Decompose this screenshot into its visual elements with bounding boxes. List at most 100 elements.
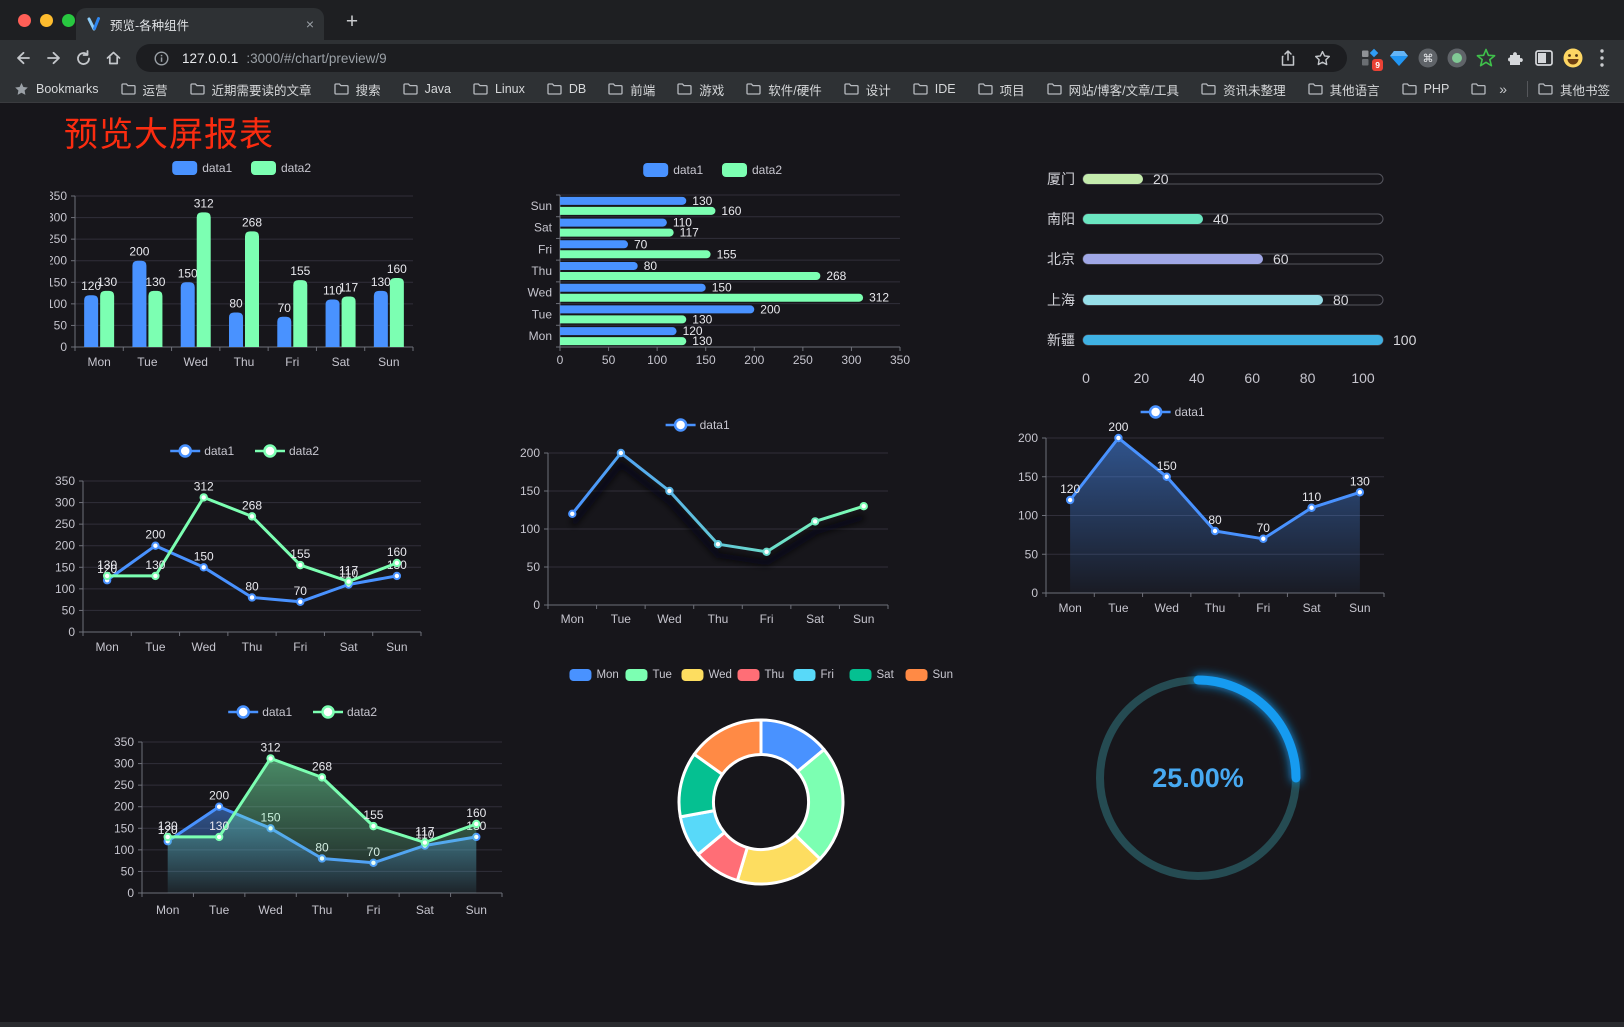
legend-item-data2[interactable]: data2: [313, 705, 377, 719]
legend-item-Wed[interactable]: Wed: [681, 669, 732, 681]
share-icon[interactable]: [1275, 45, 1301, 71]
legend-item-data1[interactable]: data1: [172, 161, 233, 175]
bookmark-folder-label: 前端: [630, 83, 656, 98]
pie-slice-Sun[interactable]: [692, 718, 763, 776]
dual-area-line-chart[interactable]: data1 data2 0 50 100 150 200 250 300 350 Mon Tue Wed…: [105, 675, 525, 925]
line-series-data1[interactable]: [568, 448, 868, 566]
browser-tab[interactable]: 预览-各种组件 ×: [76, 8, 324, 40]
progress-row-厦门[interactable]: 厦门 20: [1047, 171, 1384, 187]
side-panel-icon[interactable]: [1529, 44, 1558, 72]
legend-item-data1[interactable]: data1: [228, 705, 293, 719]
extension-record-icon[interactable]: [1442, 44, 1471, 72]
dual-line-chart[interactable]: data1 data2 0 50 100 150 200 250 300 350 Mon Tue Wed…: [45, 425, 465, 660]
bookmark-folder[interactable]: PHP: [1401, 80, 1450, 99]
window-zoom-button[interactable]: [62, 14, 75, 27]
bookmark-star-icon[interactable]: [1309, 45, 1335, 71]
extension-green-star-icon[interactable]: [1471, 44, 1500, 72]
other-bookmarks-folder[interactable]: 其他书签: [1538, 80, 1610, 99]
bookmark-folder[interactable]: 搜索: [333, 80, 381, 99]
bookmarks-manager-item[interactable]: Bookmarks: [14, 82, 99, 97]
svg-text:80: 80: [229, 296, 243, 310]
gauge-chart[interactable]: 25.00%: [1085, 665, 1315, 895]
grouped-bar-chart[interactable]: data1 data2 0 50 100 150 200 250 300 350 Mon Tue Wed…: [50, 150, 465, 375]
legend-item-Mon[interactable]: Mon: [569, 669, 619, 681]
bookmark-folder[interactable]: 游戏: [677, 80, 724, 99]
page-info-icon[interactable]: [148, 45, 174, 71]
legend-item-data1[interactable]: data1: [170, 444, 235, 458]
extension-tabs-icon[interactable]: 9: [1355, 44, 1384, 72]
forward-button[interactable]: [38, 43, 68, 73]
window-minimize-button[interactable]: [40, 14, 53, 27]
line-series-data2[interactable]: 130 130 312 268 155 117 160: [158, 740, 487, 893]
bookmark-folder[interactable]: 设计: [844, 80, 891, 99]
address-bar[interactable]: 127.0.0.1 :3000/#/chart/preview/9: [136, 44, 1347, 72]
legend-item-data2[interactable]: data2: [251, 161, 311, 175]
bar-series-data2[interactable]: 160 117 155 268 312 130 130: [560, 204, 889, 348]
svg-text:Wed: Wed: [528, 286, 552, 300]
bookmarks-overflow-chevron[interactable]: »: [1499, 81, 1507, 97]
bookmark-folder[interactable]: 资讯未整理: [1201, 80, 1286, 99]
line-series-data2[interactable]: 130 130 312 268 155 117 160: [97, 479, 407, 586]
legend-item-data1[interactable]: data1: [1140, 405, 1205, 419]
svg-text:Sun: Sun: [1349, 601, 1370, 615]
bookmark-folder[interactable]: 运营: [120, 80, 168, 99]
svg-text:Thu: Thu: [1205, 601, 1226, 615]
legend-item-Sat[interactable]: Sat: [849, 669, 895, 681]
bookmark-folder[interactable]: Linux: [473, 80, 525, 99]
line-series-data1[interactable]: 120 200 150 80 70 110 130: [97, 528, 407, 607]
window-close-button[interactable]: [18, 14, 31, 27]
bookmark-folder[interactable]: 近期需要读的文章: [189, 80, 312, 99]
tab-close-icon[interactable]: ×: [305, 16, 314, 32]
extensions-puzzle-icon[interactable]: [1500, 44, 1529, 72]
back-button[interactable]: [8, 43, 38, 73]
bookmark-folder-label: Java: [424, 82, 451, 96]
emoji-extension-icon[interactable]: [1558, 44, 1587, 72]
bookmark-folder[interactable]: 前端: [608, 80, 655, 99]
bookmark-folder[interactable]: 文件服务器: [1471, 80, 1489, 99]
svg-text:70: 70: [1257, 521, 1271, 535]
legend-item-data2[interactable]: data2: [255, 444, 319, 458]
menu-dots-icon[interactable]: [1587, 44, 1616, 72]
gradient-line-chart[interactable]: data1 0 50 100 150 200 Mon Tue Wed Thu Fri Sat Sun: [500, 390, 920, 636]
bar-series-data1[interactable]: 120 200 150 80 70 110 130: [81, 245, 391, 347]
svg-text:data1: data1: [700, 418, 730, 432]
new-tab-button[interactable]: +: [345, 10, 359, 33]
bookmark-folder[interactable]: 其他语言: [1307, 80, 1380, 99]
bookmark-folder[interactable]: 项目: [977, 80, 1025, 99]
extension-command-icon[interactable]: ⌘: [1413, 44, 1442, 72]
bookmark-folder[interactable]: 软件/硬件: [746, 80, 822, 99]
svg-text:Sat: Sat: [416, 903, 435, 917]
horizontal-bar-chart[interactable]: data1 data2 Sun Sat Fri Thu Wed Tue Mon 0 50 100 150…: [500, 150, 920, 370]
legend-item-Thu[interactable]: Thu: [737, 669, 784, 681]
tab-title: 预览-各种组件: [110, 18, 190, 33]
single-area-chart[interactable]: data1 0 50 100 150 200 Mon Tue Wed Thu Fri Sat Sun 12…: [980, 382, 1400, 627]
folder-icon: [547, 83, 562, 95]
bookmark-folder-label: PHP: [1423, 82, 1450, 96]
reload-button[interactable]: [68, 43, 98, 73]
bookmark-folder[interactable]: IDE: [913, 80, 956, 99]
line-series-data1[interactable]: 120 200 150 80 70 110 130: [1060, 420, 1370, 593]
svg-text:⌘: ⌘: [1422, 53, 1433, 65]
legend-item-Tue[interactable]: Tue: [625, 669, 672, 681]
bookmark-folder[interactable]: DB: [547, 80, 586, 99]
svg-text:Thu: Thu: [242, 640, 263, 654]
progress-row-上海[interactable]: 上海 80: [1047, 292, 1384, 308]
svg-text:100: 100: [647, 353, 667, 367]
legend-item-data1[interactable]: data1: [665, 418, 730, 432]
city-progress-bar-chart[interactable]: 厦门 20 南阳 40 北京 60 上海 80 新疆 100 0 20 40 60 80 100: [990, 150, 1420, 390]
legend-item-data1[interactable]: data1: [643, 163, 704, 177]
progress-row-新疆[interactable]: 新疆 100: [1047, 332, 1417, 348]
svg-text:100: 100: [1351, 370, 1375, 386]
progress-row-北京[interactable]: 北京 60: [1047, 251, 1384, 267]
legend-item-Fri[interactable]: Fri: [793, 669, 834, 681]
doughnut-chart[interactable]: Mon Tue Wed Thu Fri Sat Sun: [555, 635, 967, 903]
home-button[interactable]: [98, 43, 128, 73]
progress-row-南阳[interactable]: 南阳 40: [1047, 211, 1384, 227]
legend-item-Sun[interactable]: Sun: [905, 669, 953, 681]
bar-series-data2[interactable]: 130 130 312 268 155 117 160: [97, 196, 407, 347]
legend-item-data2[interactable]: data2: [722, 163, 782, 177]
bookmark-folder[interactable]: Java: [402, 80, 451, 99]
extension-gem-icon[interactable]: [1384, 44, 1413, 72]
bookmark-folder[interactable]: 网站/博客/文章/工具: [1046, 80, 1179, 99]
